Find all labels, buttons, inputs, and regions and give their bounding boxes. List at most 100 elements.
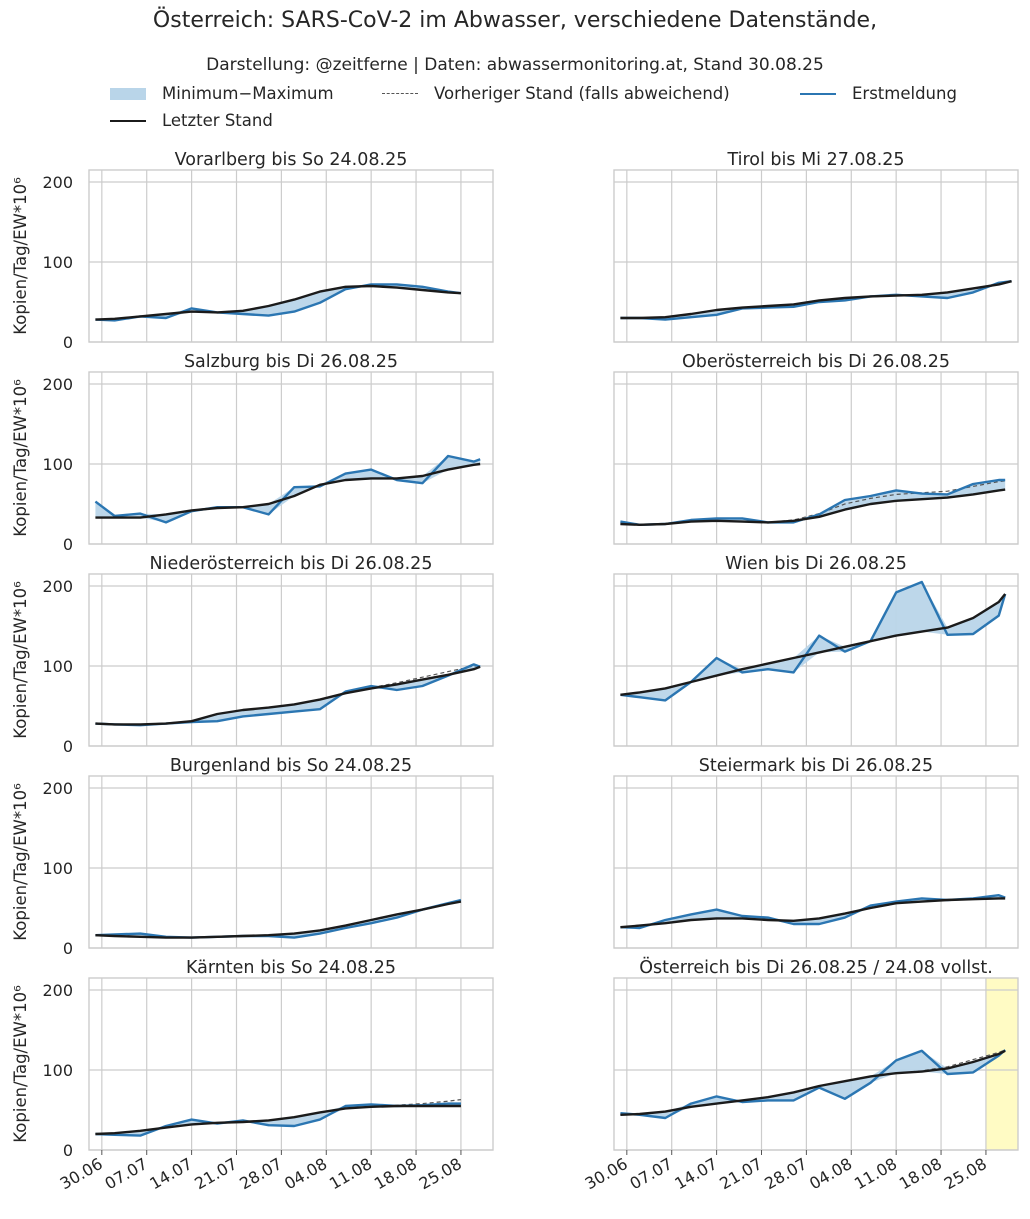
x-tick-label: 25.08: [416, 1154, 465, 1193]
y-tick-label: 200: [42, 173, 73, 192]
panel-title: Tirol bis Mi 27.08.25: [726, 150, 904, 170]
y-axis-label: Kopien/Tag/EW*10⁶: [11, 177, 30, 335]
legend-swatch-blue: [800, 92, 836, 95]
legend-label-blue: Erstmeldung: [852, 84, 957, 103]
legend-swatch-band: [110, 87, 146, 100]
x-tick-label: 25.08: [941, 1154, 990, 1193]
legend-item-dashed: Vorheriger Stand (falls abweichend): [382, 84, 730, 103]
panel-title: Kärnten bis So 24.08.25: [186, 958, 396, 978]
x-tick-label: 21.07: [716, 1154, 765, 1193]
y-tick-label: 100: [42, 455, 73, 474]
series-last-line: [95, 462, 481, 519]
x-tick-label: 07.07: [102, 1154, 151, 1193]
series-last-line: [620, 1049, 1006, 1116]
plot-frame: [88, 775, 494, 949]
y-axis-label: Kopien/Tag/EW*10⁶: [11, 581, 30, 739]
panel-8: Steiermark bis Di 26.08.25: [613, 756, 1019, 949]
y-tick-label: 0: [63, 737, 73, 756]
y-tick-label: 0: [63, 1141, 73, 1160]
series-last-line: [95, 900, 462, 939]
panel-3: Salzburg bis Di 26.08.25 0 100 200 Kopien/Ta…: [11, 352, 494, 554]
y-tick-label: 100: [42, 253, 73, 272]
y-tick-label: 100: [42, 657, 73, 676]
y-tick-label: 100: [42, 1061, 73, 1080]
y-axis-label: Kopien/Tag/EW*10⁶: [11, 985, 30, 1143]
panel-title: Burgenland bis So 24.08.25: [170, 756, 412, 776]
panel-title: Salzburg bis Di 26.08.25: [184, 352, 398, 372]
panel-5: Niederösterreich bis Di 26.08.25 0 100 200 K…: [11, 554, 494, 756]
panel-7: Burgenland bis So 24.08.25 0 100 200 Kopien/…: [11, 756, 494, 958]
x-tick-label: 14.07: [146, 1154, 195, 1193]
series-first-line: [95, 898, 462, 939]
series-last-line: [620, 897, 1006, 929]
series-last-line: [95, 665, 481, 726]
legend-label-band: Minimum−Maximum: [162, 84, 334, 103]
legend-swatch-dashed: [382, 93, 418, 94]
x-tick-label: 04.08: [806, 1154, 855, 1193]
plot-frame: [613, 573, 1019, 747]
x-tick-label: 14.07: [671, 1154, 720, 1193]
panel-title: Niederösterreich bis Di 26.08.25: [150, 554, 433, 574]
minmax-band: [95, 664, 481, 726]
minmax-band: [95, 900, 461, 938]
panel-title: Österreich bis Di 26.08.25 / 24.08 volls…: [639, 956, 993, 978]
minmax-band: [95, 456, 481, 523]
plot-frame: [88, 169, 494, 343]
y-tick-label: 100: [42, 859, 73, 878]
x-tick-label: 18.08: [371, 1154, 420, 1193]
chart-subtitle: Darstellung: @zeitferne | Daten: abwasse…: [206, 55, 824, 75]
legend-swatch-black: [110, 119, 146, 122]
series-last-line: [620, 280, 1012, 320]
series-prev-line: [95, 665, 481, 726]
y-tick-label: 0: [63, 939, 73, 958]
series-first-line: [95, 283, 462, 322]
y-tick-label: 0: [63, 333, 73, 352]
plot-frame: [88, 371, 494, 545]
x-tick-label: 04.08: [281, 1154, 330, 1193]
legend-item-blue: Erstmeldung: [800, 84, 957, 103]
panel-title: Wien bis Di 26.08.25: [725, 554, 907, 574]
y-tick-label: 0: [63, 535, 73, 554]
y-tick-label: 200: [42, 779, 73, 798]
panel-1: Vorarlberg bis So 24.08.25 0 100 200 Kopien/…: [11, 150, 494, 352]
legend-item-band: Minimum−Maximum: [110, 84, 334, 103]
highlight-region: [985, 978, 1018, 1150]
plot-frame: [613, 169, 1019, 343]
series-last-line: [95, 284, 462, 321]
panel-9: Kärnten bis So 24.08.25 0 100 200 Kopien/Tag…: [11, 958, 494, 1193]
panel-title: Vorarlberg bis So 24.08.25: [175, 150, 408, 170]
chart-title: Österreich: SARS-CoV-2 im Abwasser, vers…: [152, 8, 878, 33]
minmax-band: [620, 895, 1006, 928]
panel-6: Wien bis Di 26.08.25: [613, 554, 1019, 747]
y-axis-label: Kopien/Tag/EW*10⁶: [11, 379, 30, 537]
series-prev-line: [620, 1049, 1006, 1116]
panel-2: Tirol bis Mi 27.08.25: [613, 150, 1019, 343]
series-last-line: [620, 488, 1006, 526]
series-last-line: [620, 593, 1007, 696]
plot-frame: [88, 977, 494, 1151]
y-tick-label: 200: [42, 577, 73, 596]
x-tick-label: 28.07: [761, 1154, 810, 1193]
x-tick-label: 11.08: [851, 1154, 900, 1193]
y-tick-label: 200: [42, 375, 73, 394]
plot-frame: [613, 977, 1019, 1151]
series-first-line: [620, 580, 1007, 702]
plot-frame: [88, 573, 494, 747]
series-first-line: [95, 663, 481, 727]
panel-4: Oberösterreich bis Di 26.08.25: [613, 352, 1019, 545]
legend-label-dashed: Vorheriger Stand (falls abweichend): [434, 84, 730, 103]
plot-frame: [613, 775, 1019, 949]
x-tick-label: 18.08: [896, 1154, 945, 1193]
series-first-line: [620, 280, 1012, 321]
y-axis-label: Kopien/Tag/EW*10⁶: [11, 783, 30, 941]
x-tick-label: 07.07: [627, 1154, 676, 1193]
legend: Minimum−Maximum Vorheriger Stand (falls …: [0, 82, 1030, 137]
y-tick-label: 200: [42, 981, 73, 1000]
panel-10: Österreich bis Di 26.08.25 / 24.08 volls…: [582, 956, 1019, 1193]
legend-label-black: Letzter Stand: [162, 111, 273, 130]
x-tick-label: 30.06: [582, 1154, 631, 1193]
panel-title: Steiermark bis Di 26.08.25: [699, 756, 933, 776]
legend-item-black: Letzter Stand: [110, 111, 273, 130]
panel-title: Oberösterreich bis Di 26.08.25: [682, 352, 950, 372]
